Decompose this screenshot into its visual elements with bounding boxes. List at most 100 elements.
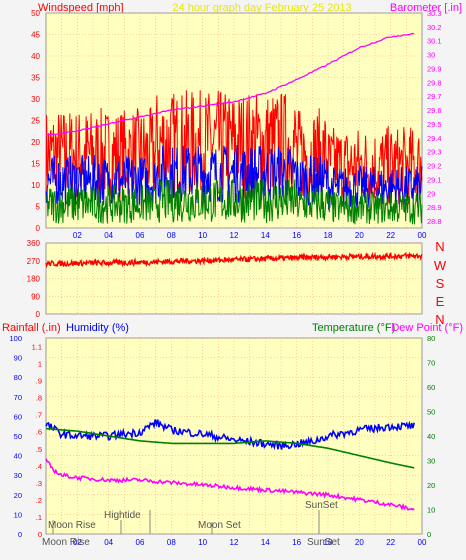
- humidity-tick-label: 100: [9, 334, 22, 343]
- temperature-tick-label: 0: [427, 530, 431, 539]
- wind-x-tick-label: 12: [230, 231, 239, 240]
- barometer-tick-label: 30.3: [427, 9, 442, 18]
- barometer-tick-label: 29.3: [427, 148, 442, 157]
- moonrise-top-label: Moon Rise: [48, 520, 96, 531]
- barometer-tick-label: 29.4: [427, 134, 442, 143]
- humidity-tick-label: 80: [14, 373, 22, 382]
- humidity-axis-title: Humidity (%): [66, 322, 129, 334]
- barometer-tick-label: 29.6: [427, 106, 442, 115]
- humidity-tick-label: 0: [18, 530, 22, 539]
- moonset-label: Moon Set: [198, 520, 241, 531]
- temperature-tick-label: 50: [427, 408, 435, 417]
- wind-x-tick-label: 18: [324, 231, 333, 240]
- climate-x-tick-label: 00: [418, 538, 427, 547]
- series-humidity: [45, 419, 415, 451]
- barometer-tick-label: 28.9: [427, 203, 442, 212]
- rain-tick-label: .1: [36, 513, 42, 522]
- graph-title: 24 hour graph day February 25 2013: [172, 2, 351, 14]
- barometer-tick-label: 29.1: [427, 175, 442, 184]
- rain-tick-label: .5: [36, 445, 42, 454]
- wind-x-tick-label: 10: [198, 231, 207, 240]
- wind-tick-label: 45: [31, 31, 40, 40]
- series-windspeed: [45, 145, 423, 210]
- wind-tick-label: 30: [31, 95, 40, 104]
- series-windspeed-avg: [45, 178, 423, 225]
- humidity-tick-label: 40: [14, 452, 22, 461]
- barometer-tick-label: 29.2: [427, 162, 442, 171]
- hightide-label: Hightide: [104, 510, 141, 521]
- wind-tick-label: 0: [36, 224, 41, 233]
- direction-tick-label: 0: [36, 310, 41, 319]
- direction-label-n-bottom: N: [435, 312, 444, 327]
- direction-tick-label: 90: [31, 292, 40, 301]
- wind-tick-label: 35: [31, 74, 40, 83]
- series-barometer: [45, 32, 415, 136]
- series-lines: [45, 32, 423, 511]
- wind-x-tick-label: 06: [136, 231, 145, 240]
- climate-x-tick-label: 14: [261, 538, 270, 547]
- temperature-tick-label: 10: [427, 506, 435, 515]
- rain-tick-label: 0: [38, 530, 42, 539]
- windspeed-axis-title: Windspeed [mph]: [38, 2, 124, 14]
- rain-tick-label: .7: [36, 411, 42, 420]
- barometer-tick-label: 29.8: [427, 78, 442, 87]
- rain-tick-label: .8: [36, 394, 42, 403]
- rainfall-axis-title: Rainfall (.in): [2, 322, 61, 334]
- humidity-tick-label: 90: [14, 354, 22, 363]
- barometer-tick-label: 29.5: [427, 120, 442, 129]
- rain-tick-label: .2: [36, 496, 42, 505]
- rain-tick-label: .4: [36, 462, 42, 471]
- humidity-tick-label: 70: [14, 393, 22, 402]
- rain-tick-label: 1: [38, 360, 42, 369]
- wind-tick-label: 5: [36, 203, 41, 212]
- wind-tick-label: 10: [31, 181, 40, 190]
- temperature-tick-label: 30: [427, 457, 435, 466]
- wind-x-tick-label: 22: [386, 231, 395, 240]
- sunset-bottom-label: SunSet: [307, 537, 340, 548]
- rain-tick-label: .6: [36, 428, 42, 437]
- axis-labels: 0510152025303540455028.828.92929.129.229…: [9, 9, 441, 547]
- direction-label-n-top: N: [435, 239, 444, 254]
- series-temperature: [45, 427, 415, 469]
- wind-x-tick-label: 00: [418, 231, 427, 240]
- humidity-tick-label: 20: [14, 491, 22, 500]
- climate-x-tick-label: 18: [324, 538, 333, 547]
- series-dew-point: [45, 458, 415, 511]
- climate-x-tick-label: 10: [198, 538, 207, 547]
- climate-x-tick-label: 02: [73, 538, 82, 547]
- wind-x-tick-label: 02: [73, 231, 82, 240]
- climate-x-tick-label: 12: [230, 538, 239, 547]
- climate-x-tick-label: 22: [386, 538, 395, 547]
- temperature-tick-label: 60: [427, 383, 435, 392]
- wind-tick-label: 50: [31, 9, 40, 18]
- barometer-tick-label: 29.9: [427, 64, 442, 73]
- direction-tick-label: 180: [27, 275, 41, 284]
- dewpoint-axis-title: Dew Point (°F): [391, 322, 463, 334]
- wind-tick-label: 15: [31, 160, 40, 169]
- wind-tick-label: 20: [31, 138, 40, 147]
- direction-tick-label: 360: [27, 239, 41, 248]
- barometer-tick-label: 28.8: [427, 217, 442, 226]
- rain-tick-label: .3: [36, 479, 42, 488]
- humidity-tick-label: 30: [14, 471, 22, 480]
- barometer-tick-label: 29.7: [427, 92, 442, 101]
- direction-label-w: W: [434, 258, 447, 273]
- direction-label-e: E: [436, 294, 445, 309]
- barometer-axis-title: Barometer [.in]: [390, 2, 462, 14]
- humidity-tick-label: 50: [14, 432, 22, 441]
- rain-tick-label: .9: [36, 377, 42, 386]
- event-markers: [52, 510, 320, 534]
- series-wind-direction: [45, 251, 423, 269]
- barometer-tick-label: 29: [427, 189, 435, 198]
- wind-tick-label: 25: [31, 117, 40, 126]
- direction-label-s: S: [436, 276, 445, 291]
- humidity-tick-label: 60: [14, 412, 22, 421]
- wind-x-tick-label: 16: [292, 231, 301, 240]
- barometer-tick-label: 30.1: [427, 37, 442, 46]
- temperature-tick-label: 70: [427, 359, 435, 368]
- climate-x-tick-label: 08: [167, 538, 176, 547]
- moonrise-bottom-label: Moon Rise: [42, 537, 90, 548]
- temperature-axis-title: Temperature (°F): [312, 322, 395, 334]
- direction-tick-label: 270: [27, 257, 41, 266]
